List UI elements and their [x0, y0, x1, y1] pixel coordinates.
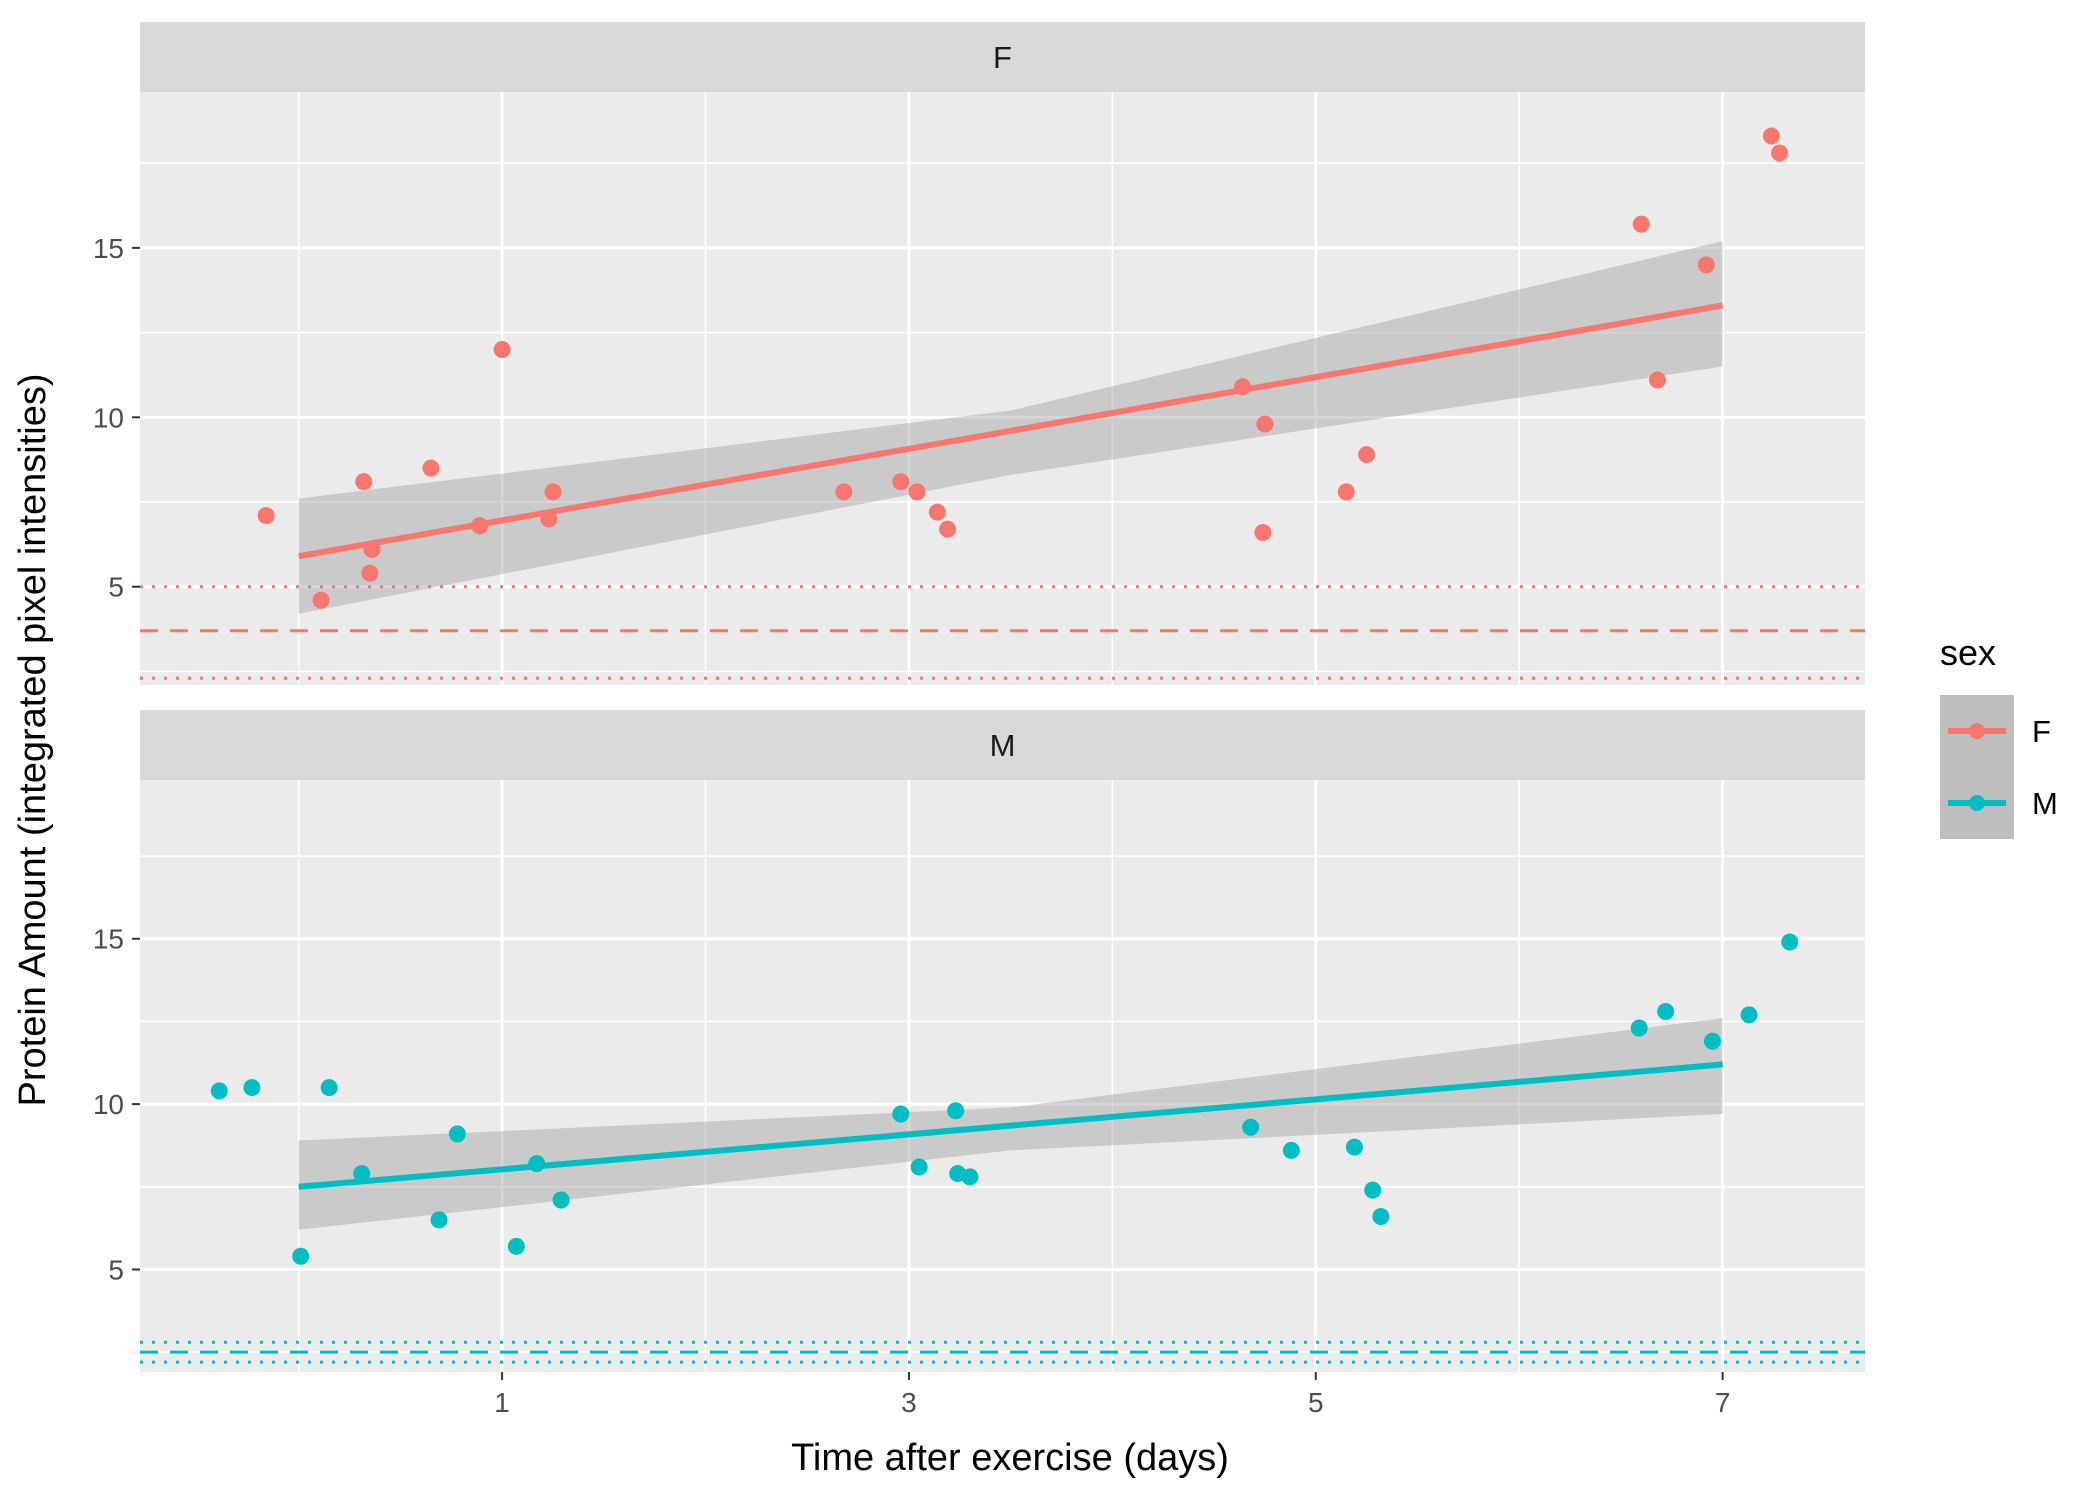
facet-strip-label: M: [990, 728, 1016, 763]
y-tick-label: 15: [93, 233, 124, 264]
y-tick-label: 10: [93, 1089, 124, 1120]
data-point: [355, 473, 373, 491]
legend-title: sex: [1940, 632, 1996, 673]
y-tick-label: 5: [108, 572, 124, 603]
data-point: [507, 1237, 525, 1255]
data-point: [1358, 446, 1376, 464]
confidence-band: [298, 241, 1723, 614]
y-tick-label: 10: [93, 402, 124, 433]
data-point: [544, 483, 562, 501]
data-point: [353, 1165, 371, 1183]
data-point: [243, 1079, 261, 1097]
legend-label-m: M: [2032, 786, 2058, 821]
x-tick-label: 5: [1308, 1387, 1324, 1418]
data-point: [1630, 1019, 1648, 1037]
regression-line: [298, 1061, 1723, 1190]
data-point: [1372, 1208, 1390, 1226]
legend: sex F M: [1940, 632, 2058, 839]
data-point: [947, 1102, 965, 1120]
data-point: [312, 591, 330, 609]
data-point: [493, 341, 511, 359]
data-point: [448, 1125, 466, 1143]
data-point: [1345, 1138, 1363, 1156]
data-point: [1781, 933, 1799, 951]
data-point: [320, 1079, 338, 1097]
panel-f: F 5 10 15: [93, 22, 1865, 685]
x-tick-label: 1: [494, 1387, 510, 1418]
x-tick-label: 3: [901, 1387, 917, 1418]
facet-strip: [140, 22, 1865, 92]
data-point: [939, 520, 957, 538]
data-point: [1254, 524, 1272, 542]
data-point: [1697, 256, 1715, 274]
data-point: [908, 483, 926, 501]
legend-key-point-m: [1969, 795, 1985, 811]
data-point: [1657, 1003, 1675, 1021]
legend-key-bg-f: [1940, 695, 2014, 839]
data-point: [292, 1247, 310, 1265]
legend-label-f: F: [2032, 714, 2051, 749]
y-tick-label: 5: [108, 1254, 124, 1285]
data-point: [892, 473, 910, 491]
data-point: [892, 1105, 910, 1123]
data-point: [1282, 1141, 1300, 1159]
data-point: [1649, 371, 1667, 389]
legend-key-point-f: [1969, 723, 1985, 739]
data-point: [1740, 1006, 1758, 1024]
data-point: [430, 1211, 448, 1229]
data-point: [1771, 144, 1789, 162]
data-point: [552, 1191, 570, 1209]
panel-background: [140, 92, 1865, 685]
regression-line: [298, 302, 1724, 560]
data-point: [1256, 415, 1274, 433]
data-point: [835, 483, 853, 501]
facet-strip-label: F: [993, 40, 1012, 75]
data-point: [1242, 1118, 1260, 1136]
y-tick-label: 15: [93, 924, 124, 955]
data-point: [257, 507, 275, 525]
data-point: [1703, 1032, 1721, 1050]
data-point: [910, 1158, 928, 1176]
data-point: [1632, 215, 1650, 233]
data-point: [961, 1168, 979, 1186]
data-point: [361, 564, 379, 582]
facet-strip: [140, 710, 1865, 780]
x-tick-label: 7: [1715, 1387, 1731, 1418]
x-axis-label: Time after exercise (days): [791, 1437, 1229, 1479]
data-point: [1337, 483, 1355, 501]
data-point: [1364, 1181, 1382, 1199]
y-axis-label: Protein Amount (integrated pixel intensi…: [12, 374, 54, 1107]
data-point: [210, 1082, 228, 1100]
data-point: [928, 503, 946, 521]
panel-m: M 5 10 15: [93, 710, 1865, 1372]
data-point: [422, 459, 440, 477]
data-point: [1762, 127, 1780, 145]
